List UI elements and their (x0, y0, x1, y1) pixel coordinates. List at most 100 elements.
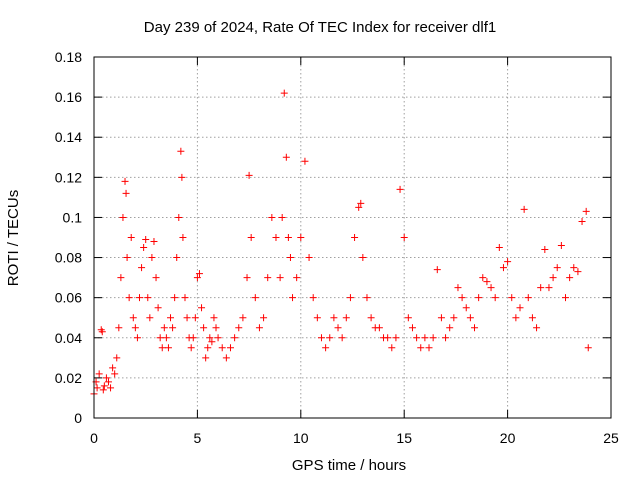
data-point (528, 314, 536, 322)
data-point (357, 199, 365, 207)
data-point (93, 384, 101, 392)
data-point (204, 344, 212, 352)
data-point (584, 344, 592, 352)
data-point (122, 189, 130, 197)
data-point (113, 354, 121, 362)
data-point (148, 254, 156, 262)
y-tick-label: 0.16 (55, 89, 82, 105)
y-tick-label: 0.06 (55, 290, 82, 306)
data-point (260, 314, 268, 322)
data-point (162, 334, 170, 342)
data-point (251, 294, 259, 302)
data-point (189, 334, 197, 342)
y-tick-label: 0.18 (55, 49, 82, 65)
data-point (388, 344, 396, 352)
data-point (129, 314, 137, 322)
data-point (202, 354, 210, 362)
data-point (243, 274, 251, 282)
data-point (346, 294, 354, 302)
data-point (566, 274, 574, 282)
data-point (363, 294, 371, 302)
data-point (121, 177, 129, 185)
data-point (425, 344, 433, 352)
data-point (524, 294, 532, 302)
data-point (123, 254, 131, 262)
data-point (330, 314, 338, 322)
data-point (508, 294, 516, 302)
data-point (562, 294, 570, 302)
data-point (286, 254, 294, 262)
data-point (154, 304, 162, 312)
data-point (183, 314, 191, 322)
data-point (206, 334, 214, 342)
data-point (338, 334, 346, 342)
data-point (272, 234, 280, 241)
data-point (367, 314, 375, 322)
data-point (404, 314, 412, 322)
data-point (570, 264, 578, 272)
data-point (276, 274, 284, 282)
data-point (305, 254, 313, 262)
data-point (131, 324, 139, 332)
data-point (284, 234, 292, 241)
data-point (499, 264, 507, 272)
data-point (247, 234, 255, 241)
data-point (268, 213, 276, 221)
data-point (313, 314, 321, 322)
data-point (102, 374, 110, 382)
data-point (454, 284, 462, 292)
data-point (355, 203, 363, 211)
data-point (171, 294, 179, 302)
data-point (413, 334, 421, 342)
data-point (280, 89, 288, 97)
data-point (293, 274, 301, 282)
y-tick-label: 0.02 (55, 370, 82, 386)
data-point (135, 294, 143, 302)
data-point (255, 324, 263, 332)
data-point (516, 304, 524, 312)
data-point (297, 234, 305, 241)
data-point (322, 344, 330, 352)
data-point (384, 334, 392, 342)
data-point (133, 334, 141, 342)
y-tick-label: 0.08 (55, 250, 82, 266)
data-point (421, 334, 429, 342)
data-point (442, 334, 450, 342)
tick-labels: 0 0.02 0.04 0.06 0.08 0.1 0.12 0.14 0.16 0.18 0 5 10… (55, 49, 619, 446)
data-point (95, 370, 103, 378)
data-point (408, 324, 416, 332)
data-point (156, 334, 164, 342)
data-point (429, 334, 437, 342)
x-tick-label: 10 (293, 430, 309, 446)
data-point (125, 294, 133, 302)
data-point (417, 344, 425, 352)
data-point (264, 274, 272, 282)
data-point (144, 294, 152, 302)
plot-frame (93, 56, 612, 419)
data-point (512, 314, 520, 322)
axes (93, 56, 612, 419)
data-point (179, 234, 187, 241)
data-point (164, 344, 172, 352)
data-point (191, 314, 199, 322)
data-point (111, 370, 119, 378)
data-point (150, 238, 158, 246)
data-point (557, 242, 565, 250)
data-point (278, 213, 286, 221)
data-point (115, 324, 123, 332)
data-point (160, 324, 168, 332)
data-point (301, 157, 309, 165)
data-point (483, 278, 491, 286)
data-point (317, 334, 325, 342)
y-tick-label: 0 (74, 410, 82, 426)
data-point (479, 274, 487, 282)
data-point (400, 234, 408, 241)
x-tick-label: 25 (603, 430, 619, 446)
data-point (375, 324, 383, 332)
data-point (178, 173, 186, 181)
data-point (214, 334, 222, 342)
data-point (127, 234, 135, 241)
data-point (218, 344, 226, 352)
data-point (173, 254, 181, 262)
